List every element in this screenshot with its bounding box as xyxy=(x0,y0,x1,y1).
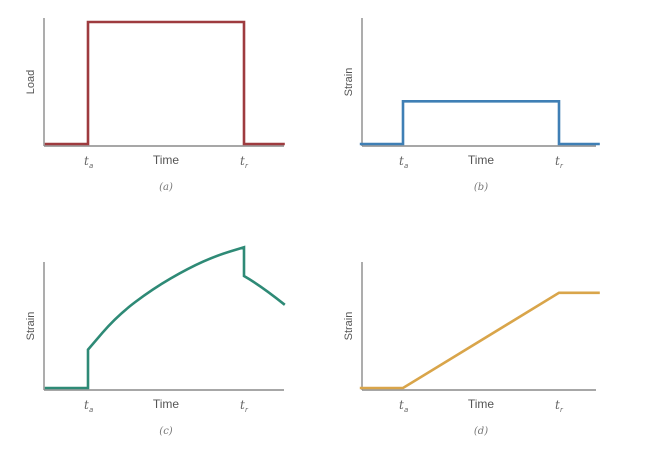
x-tick-label: t xyxy=(555,398,560,412)
series-line xyxy=(359,100,600,146)
panel-caption: (d) xyxy=(474,426,488,437)
x-tick-label: t xyxy=(240,154,245,168)
x-tick-label: t xyxy=(399,398,404,412)
y-axis-label: Strain xyxy=(25,312,37,341)
x-tick-label: t xyxy=(84,154,89,168)
panel-caption: (b) xyxy=(474,182,488,193)
y-axis-label: Load xyxy=(25,70,37,94)
x-tick-label: t xyxy=(399,154,404,168)
x-tick-label: t xyxy=(84,398,89,412)
y-axis-label: Strain xyxy=(343,312,355,341)
x-tick-label: t xyxy=(555,154,560,168)
x-axis-label: Time xyxy=(153,153,180,167)
x-axis-label: Time xyxy=(468,397,495,411)
x-tick-label: t xyxy=(240,398,245,412)
x-tick-subscript: a xyxy=(404,162,408,170)
y-axis-label: Strain xyxy=(343,68,355,97)
x-tick-subscript: r xyxy=(245,162,249,170)
x-tick-subscript: r xyxy=(560,162,564,170)
x-tick-subscript: a xyxy=(404,406,408,414)
x-axis-label: Time xyxy=(153,397,180,411)
x-tick-subscript: a xyxy=(89,406,93,414)
x-tick-subscript: r xyxy=(245,406,249,414)
x-tick-subscript: a xyxy=(89,162,93,170)
series-line xyxy=(44,20,285,146)
panel-caption: (a) xyxy=(159,182,173,193)
panel-caption: (c) xyxy=(159,426,173,437)
series-line xyxy=(44,245,286,390)
x-axis-label: Time xyxy=(468,153,495,167)
x-tick-subscript: r xyxy=(560,406,564,414)
series-line xyxy=(359,291,600,390)
